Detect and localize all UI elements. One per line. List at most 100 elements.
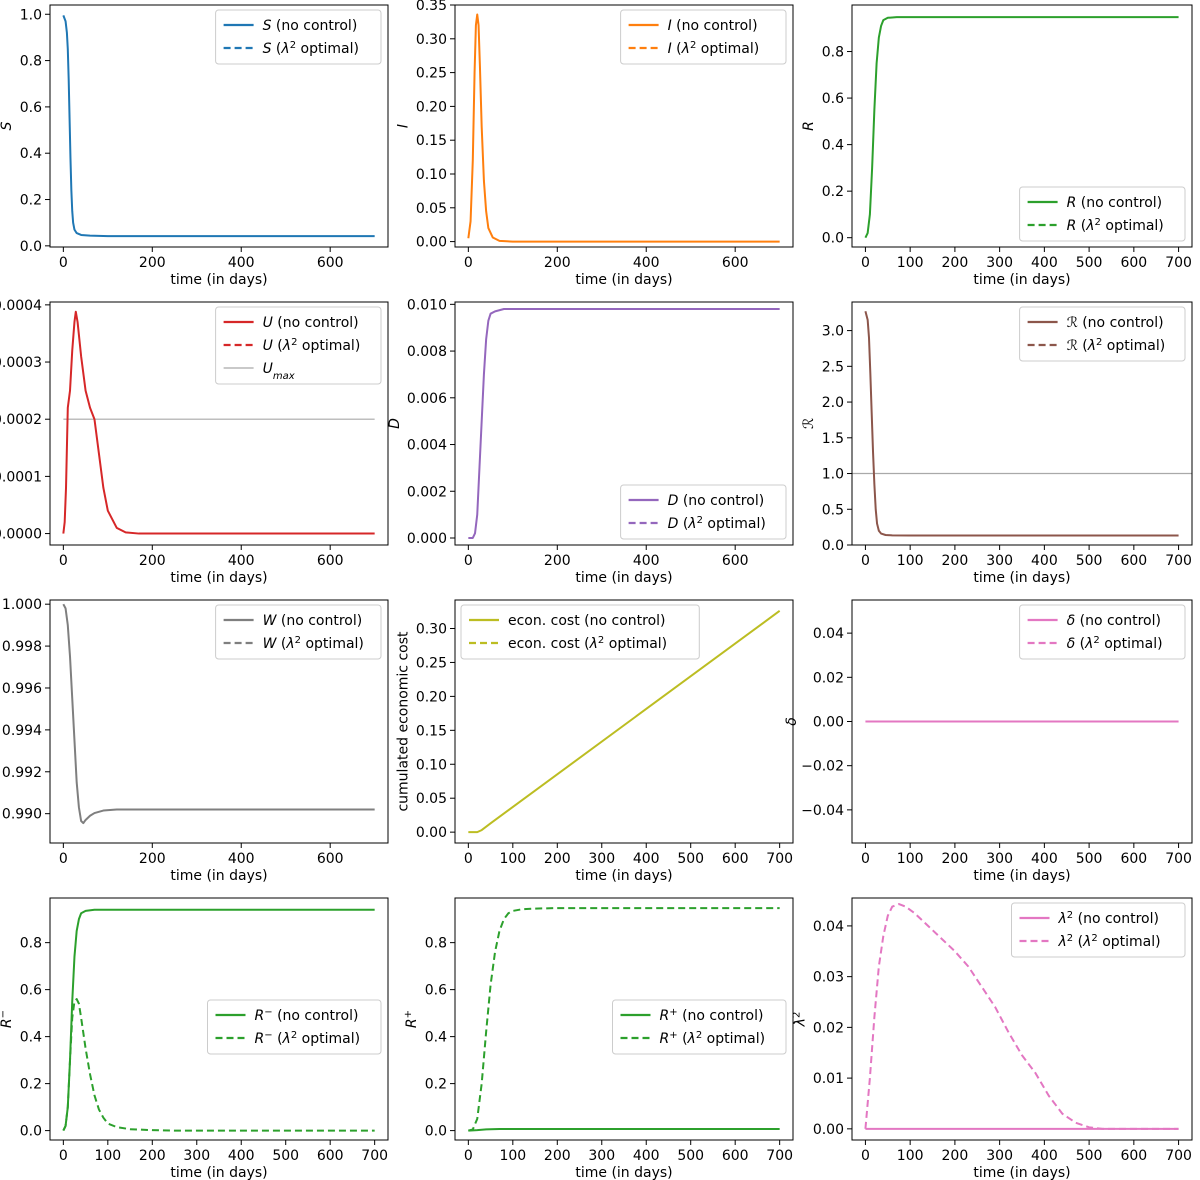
legend-label-lambda: λ [589, 636, 598, 652]
legend-label-suffix: optimal) [703, 516, 766, 532]
x-tick-label: 400 [1031, 1148, 1058, 1164]
x-tick-label: 600 [1120, 553, 1147, 569]
plot-frame [851, 4, 1193, 248]
legend-label-suffix: (no control) [580, 613, 666, 629]
x-tick-label: 300 [588, 851, 615, 867]
x-tick-label: 400 [633, 851, 660, 867]
legend: W (no control)W (λ2 optimal) [215, 604, 382, 660]
y-tick-label: 0.00 [813, 1122, 844, 1138]
legend-label-main: econ. cost [508, 613, 580, 629]
y-tick-label: 0.8 [822, 45, 844, 61]
x-tick-label: 100 [499, 1148, 526, 1164]
series-line-0 [62, 603, 375, 825]
y-tick-label: 0.0 [20, 239, 42, 255]
legend-label-lambda: λ [1085, 218, 1094, 234]
y-axis-label: S [0, 121, 15, 130]
legend-label-suffix: (no control) [678, 1008, 764, 1024]
legend-label-lambda: λ [1084, 636, 1093, 652]
legend: R+ (no control)R+ (λ2 optimal) [612, 999, 787, 1055]
legend-label-lambda-sup: 2 [291, 337, 297, 348]
y-axis-label: R− [0, 1010, 15, 1028]
y-axis-label: δ [784, 717, 800, 726]
legend-label-main: U [263, 361, 273, 377]
legend-label-main: D [668, 516, 679, 532]
y-tick-label: 0.4 [20, 1030, 42, 1046]
x-axis-label: time (in days) [170, 1165, 267, 1180]
y-tick-label: 0.00 [416, 235, 447, 251]
y-axis-label-main: R [0, 1018, 15, 1028]
legend-label-sup: − [264, 1007, 272, 1018]
y-tick-label: 0.30 [416, 622, 447, 638]
y-tick-label: 1.5 [822, 431, 844, 447]
y-tick-label: −0.04 [801, 803, 844, 819]
legend-label-suffix: optimal) [297, 338, 360, 354]
legend-label-1: R (λ2 optimal) [1067, 217, 1164, 235]
y-axis-label: ℛ [801, 418, 817, 429]
legend-label-main: S [263, 41, 272, 57]
legend: S (no control)S (λ2 optimal) [215, 9, 382, 65]
legend-label-main: R [255, 1008, 265, 1024]
panel-W: 0 200 400 600 0.990 0.992 0.994 0.996 0.998 1.000… [2, 597, 389, 884]
x-axis-label: time (in days) [170, 570, 267, 586]
legend-label-main: D [668, 493, 679, 509]
y-tick-label: 0.02 [813, 1020, 844, 1036]
legend-label-lambda: λ [1087, 338, 1096, 354]
y-axis-label: cumulated economic cost [395, 631, 411, 812]
legend-label-suffix: ( [678, 1031, 688, 1047]
legend-label-suffix: optimal) [297, 1031, 360, 1047]
legend-label-suffix: optimal) [604, 636, 667, 652]
legend-label-1: ℛ (λ2 optimal) [1067, 337, 1166, 355]
x-tick-label: 400 [633, 553, 660, 569]
legend-label-main: W [263, 636, 278, 652]
legend-label-1: W (λ2 optimal) [263, 635, 364, 653]
y-tick-label: 0.4 [425, 1030, 447, 1046]
y-tick-label: 0.0002 [0, 412, 42, 428]
legend-label-suffix: (no control) [1075, 613, 1161, 629]
y-tick-label: 2.5 [822, 359, 844, 375]
x-tick-label: 600 [722, 255, 749, 271]
y-tick-label: 0.2 [425, 1077, 447, 1093]
legend-label-0: U (no control) [263, 315, 359, 331]
legend-label-1: R− (λ2 optimal) [255, 1030, 361, 1048]
x-tick-label: 0 [464, 553, 473, 569]
legend-label-main: econ. cost [508, 636, 580, 652]
y-tick-label: 0.2 [20, 193, 42, 209]
y-tick-label: 0.996 [2, 681, 42, 697]
legend: δ (no control)δ (λ2 optimal) [1019, 604, 1186, 660]
legend-label-lambda-sup: 2 [690, 40, 696, 51]
y-tick-label: 0.8 [425, 936, 447, 952]
legend-label-suffix: optimal) [702, 1031, 765, 1047]
x-tick-label: 200 [544, 851, 571, 867]
y-tick-label: 0.0001 [0, 469, 42, 485]
y-tick-label: 0.6 [20, 100, 42, 116]
x-tick-label: 500 [1076, 553, 1103, 569]
x-tick-label: 100 [94, 1148, 121, 1164]
legend-box [215, 604, 382, 660]
x-tick-label: 0 [464, 851, 473, 867]
y-tick-label: 1.0 [20, 7, 42, 23]
y-tick-label: 0.2 [20, 1077, 42, 1093]
legend-box [612, 999, 787, 1055]
x-tick-label: 400 [228, 255, 255, 271]
legend-label-main: R [1067, 195, 1077, 211]
series-line-1 [468, 907, 780, 1132]
legend-label-0: δ (no control) [1067, 613, 1161, 629]
legend-box [207, 999, 382, 1055]
x-tick-label: 100 [897, 255, 924, 271]
x-tick-label: 500 [272, 1148, 299, 1164]
legend-label-lambda: λ [1082, 934, 1091, 950]
legend-label-main: U [263, 338, 273, 354]
y-tick-label: 0.006 [407, 391, 447, 407]
x-tick-label: 0 [861, 553, 870, 569]
y-tick-label: 3.0 [822, 324, 844, 340]
series-line-0 [468, 1127, 780, 1132]
legend-label-0: λ2 (no control) [1058, 910, 1159, 928]
plot-frame [851, 897, 1193, 1141]
y-tick-label: 0.4 [822, 138, 844, 154]
plot-frame [49, 301, 389, 546]
legend: I (no control)I (λ2 optimal) [620, 9, 787, 65]
y-tick-label: 0.010 [407, 297, 447, 313]
plot-frame [49, 897, 389, 1141]
legend-label-suffix: (no control) [273, 315, 359, 331]
y-tick-label: 0.04 [813, 626, 844, 642]
